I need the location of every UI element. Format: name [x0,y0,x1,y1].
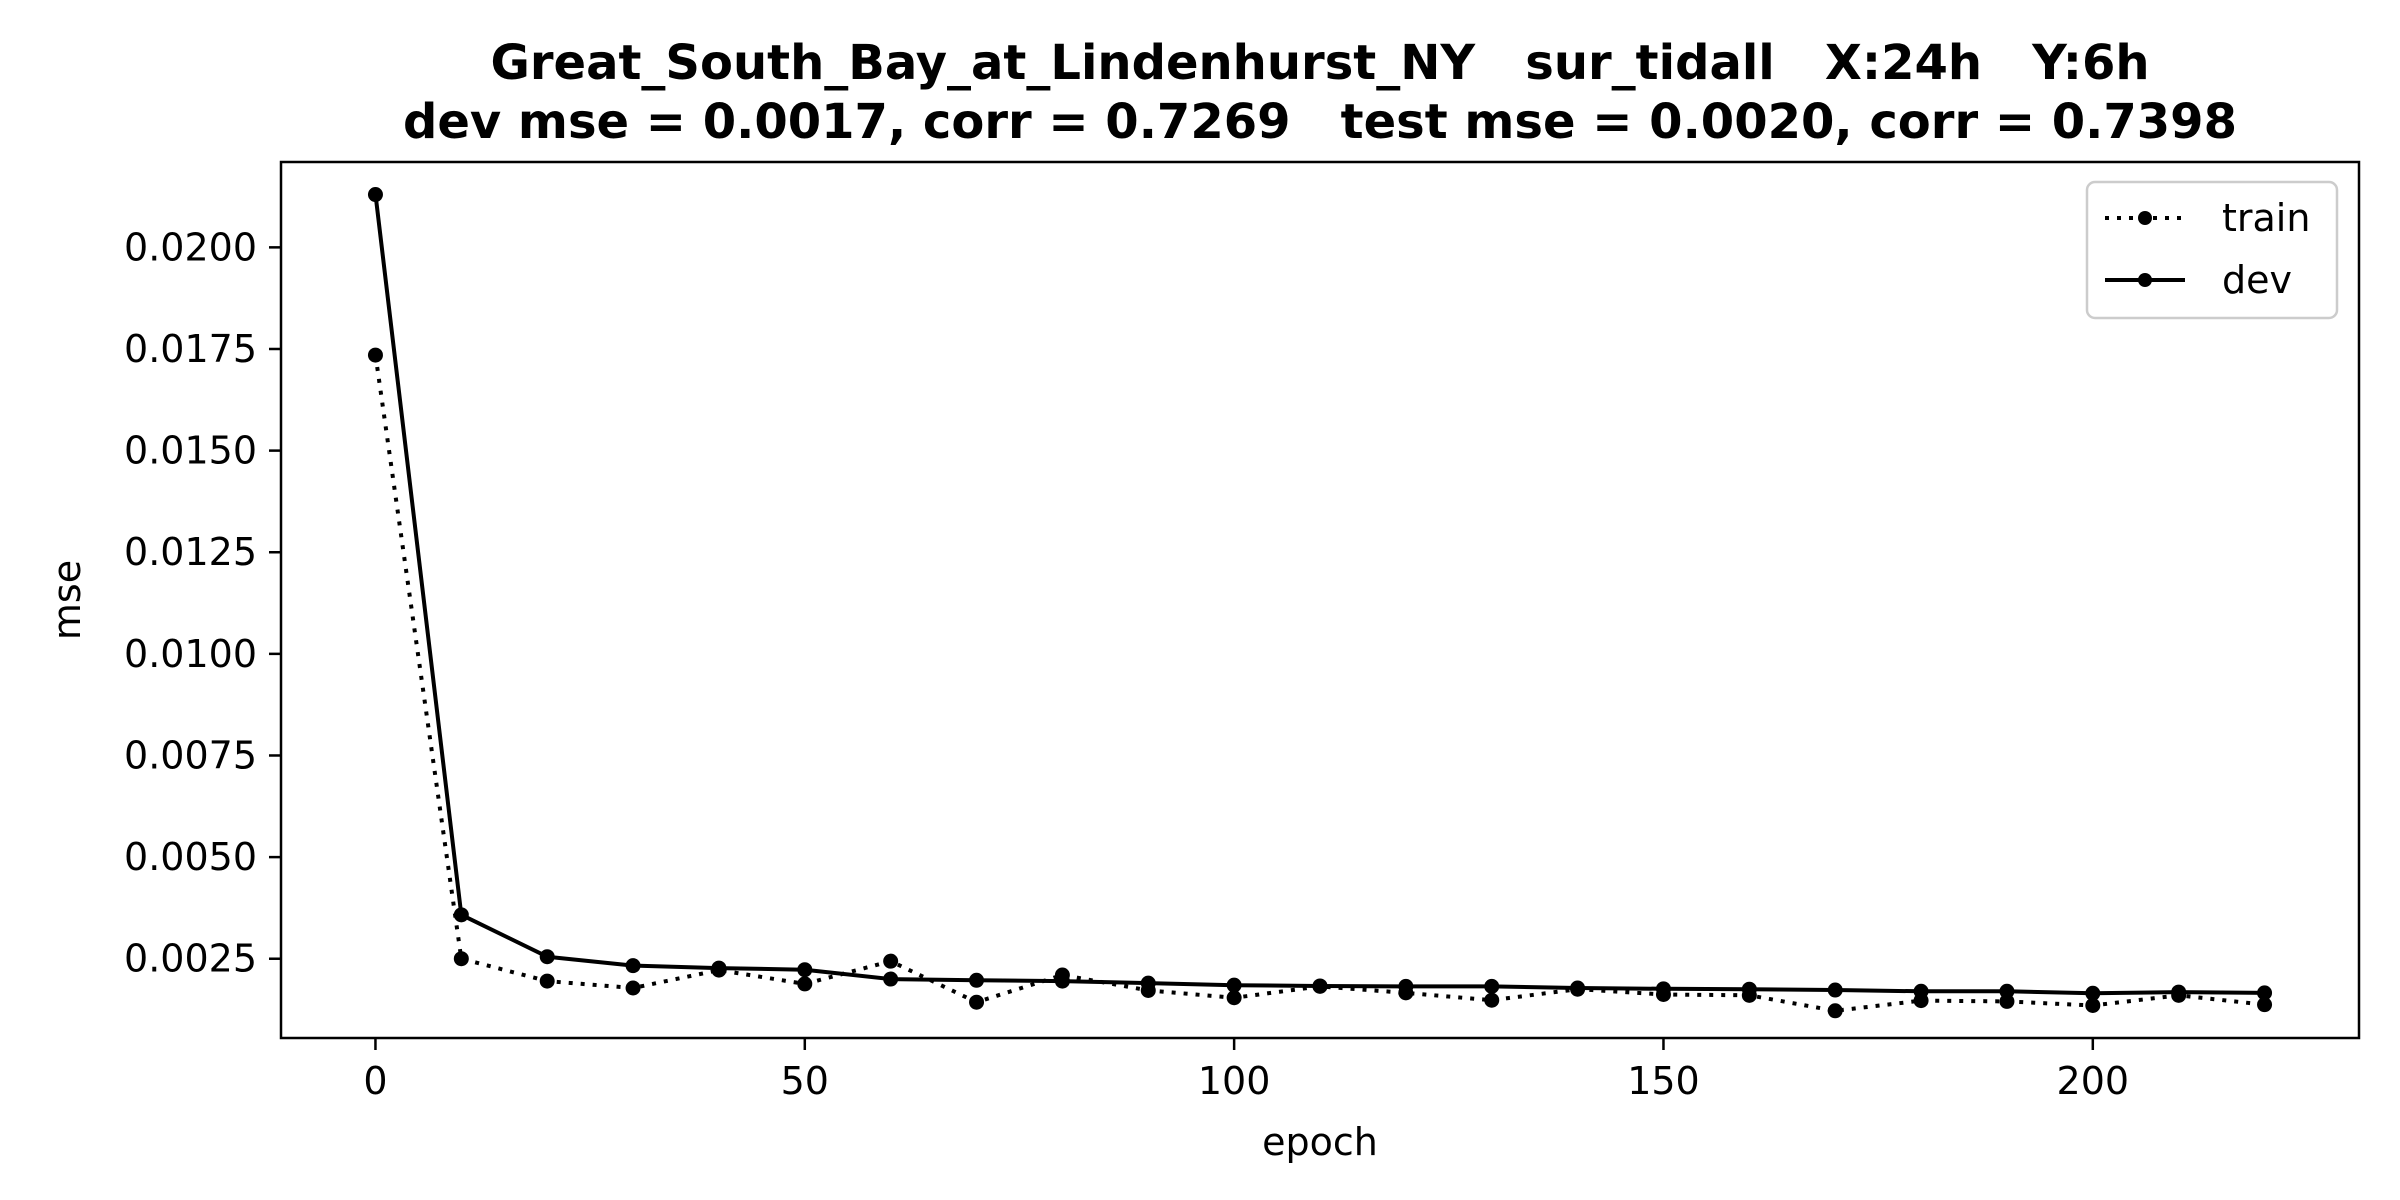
dev-point [1741,981,1757,997]
train-point [539,973,555,989]
legend-train-label: train [2222,196,2310,240]
dev-point [711,960,727,976]
dev-point [1827,982,1843,998]
x-axis-label: epoch [1262,1120,1378,1164]
train-point [1827,1003,1843,1019]
train-point [1226,990,1242,1006]
dev-point [367,187,383,203]
y-tick-label: 0.0075 [124,733,257,777]
dev-point [2171,984,2187,1000]
train-point [2085,997,2101,1013]
y-tick-label: 0.0050 [124,835,257,879]
dev-point [2085,985,2101,1001]
train-point [883,953,899,969]
train-point [2257,997,2273,1013]
y-tick-label: 0.0150 [124,429,257,473]
y-tick-label: 0.0125 [124,530,257,574]
dev-point [2257,985,2273,1001]
dev-point [969,972,985,988]
axes-frame [279,160,2361,1040]
train-point [453,951,469,967]
y-tick-label: 0.0100 [124,632,257,676]
y-tick-label: 0.0175 [124,327,257,371]
dev-point [1398,978,1414,994]
train-point [367,347,383,363]
legend-train-marker [2138,211,2152,225]
dev-point [1054,973,1070,989]
x-tick-label: 100 [1198,1059,1271,1103]
dev-point [1312,978,1328,994]
chart-title-line1: Great_South_Bay_at_Lindenhurst_NY sur_ti… [490,35,2149,91]
dev-point [453,907,469,923]
y-axis-label: mse [45,560,89,640]
dev-point [539,949,555,965]
y-tick-label: 0.0200 [124,225,257,269]
x-tick-label: 150 [1627,1059,1700,1103]
train-series-line [373,354,2265,1013]
dev-point [1140,975,1156,991]
dev-point [1999,983,2015,999]
train-point [625,980,641,996]
x-tick-label: 200 [2057,1059,2130,1103]
dev-point [1913,983,1929,999]
chart-title-line2: dev mse = 0.0017, corr = 0.7269 test mse… [403,94,2237,150]
dev-point [1484,978,1500,994]
legend-dev-label: dev [2222,258,2292,302]
plot-area [367,187,2273,1019]
dev-point [625,958,641,974]
x-tick-label: 50 [781,1059,829,1103]
train-point [1484,992,1500,1008]
y-tick-label: 0.0025 [124,937,257,981]
legend-dev-marker [2138,273,2152,287]
dev-point [1226,977,1242,993]
dev-point [1570,980,1586,996]
dev-point [883,971,899,987]
axis-ticks: 0 50 100 150 200 0.0025 0.0050 0.0075 0.0100 0.01… [124,225,2129,1103]
legend: train dev [2085,180,2339,320]
train-point [969,994,985,1010]
train-point [797,976,813,992]
x-tick-label: 0 [363,1059,387,1103]
dev-point [797,962,813,978]
dev-point [1655,981,1671,997]
